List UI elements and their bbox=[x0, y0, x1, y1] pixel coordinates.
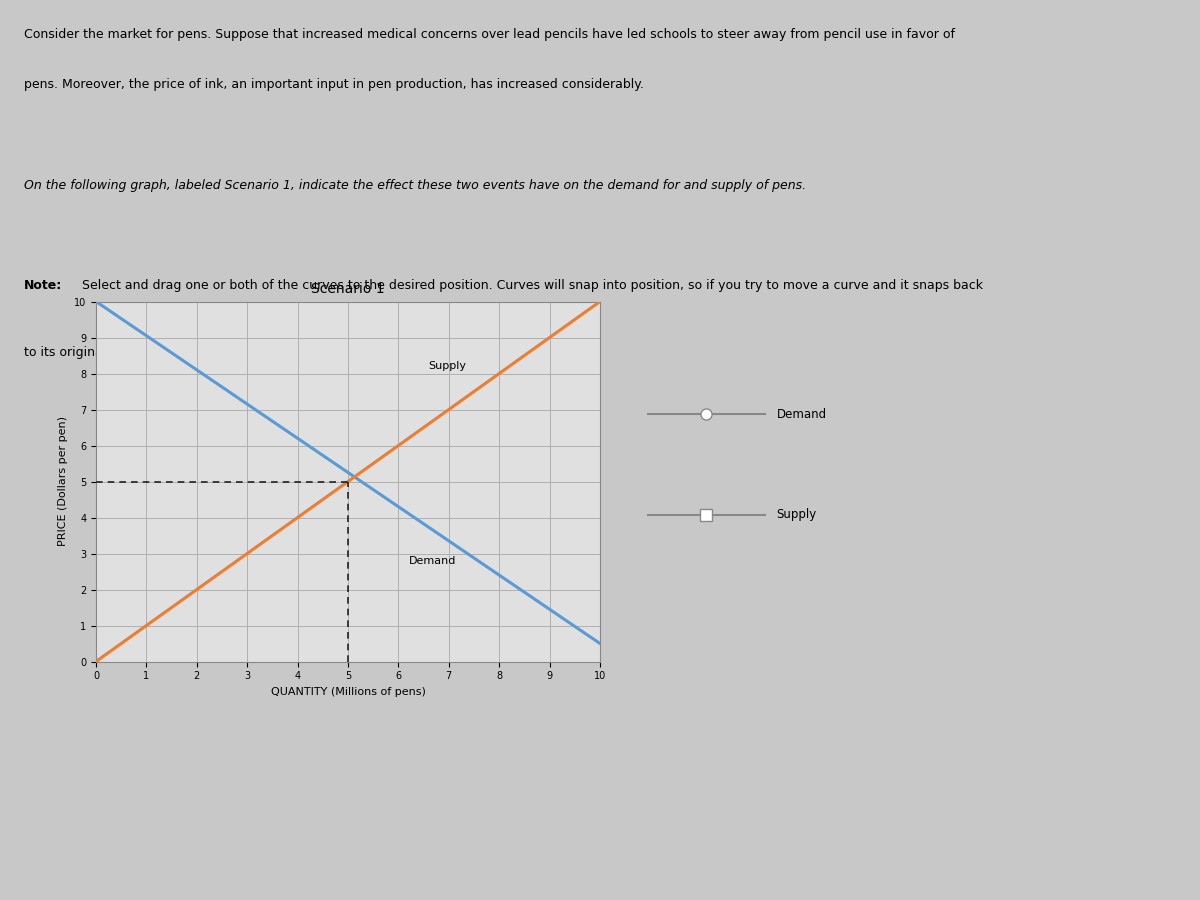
Text: Supply: Supply bbox=[428, 361, 467, 372]
Text: Demand: Demand bbox=[408, 555, 456, 566]
Text: ?: ? bbox=[554, 484, 562, 498]
Text: Select and drag one or both of the curves to the desired position. Curves will s: Select and drag one or both of the curve… bbox=[78, 279, 983, 292]
Text: Supply: Supply bbox=[776, 508, 817, 521]
Text: to its original position, just drag it a little farther.: to its original position, just drag it a… bbox=[24, 346, 329, 359]
Text: Note:: Note: bbox=[24, 279, 62, 292]
Text: pens. Moreover, the price of ink, an important input in pen production, has incr: pens. Moreover, the price of ink, an imp… bbox=[24, 78, 644, 91]
Text: Consider the market for pens. Suppose that increased medical concerns over lead : Consider the market for pens. Suppose th… bbox=[24, 28, 955, 40]
Text: On the following graph, labeled Scenario 1, indicate the effect these two events: On the following graph, labeled Scenario… bbox=[24, 178, 806, 192]
X-axis label: QUANTITY (Millions of pens): QUANTITY (Millions of pens) bbox=[270, 687, 426, 697]
Y-axis label: PRICE (Dollars per pen): PRICE (Dollars per pen) bbox=[59, 417, 68, 546]
Title: Scenario 1: Scenario 1 bbox=[311, 283, 385, 296]
Text: Demand: Demand bbox=[776, 408, 827, 420]
